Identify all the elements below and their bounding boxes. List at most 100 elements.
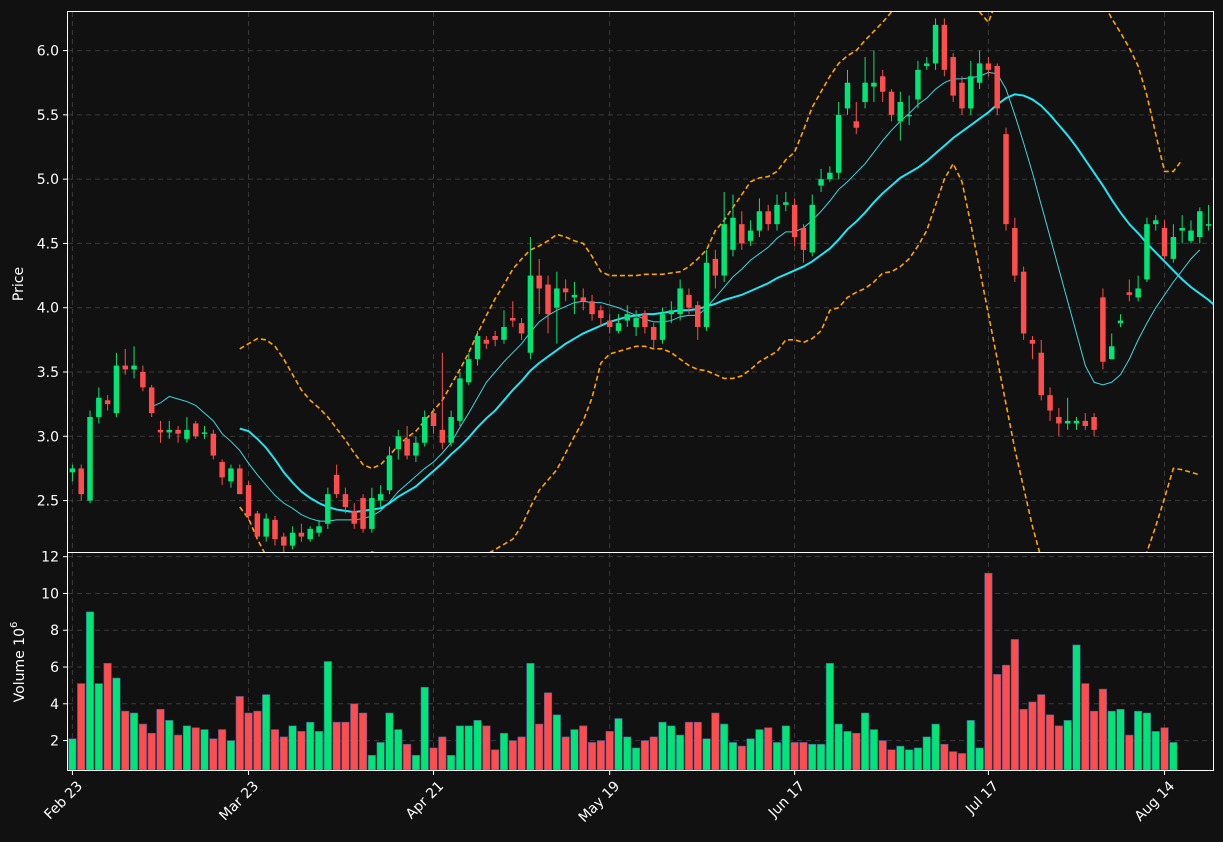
volume-bar: [658, 721, 667, 771]
price-tick-label: 3.0: [37, 429, 59, 445]
candle-body: [668, 310, 675, 315]
candle-body: [827, 172, 833, 180]
volume-bar: [350, 703, 359, 771]
volume-bar: [1028, 701, 1037, 771]
volume-bar: [825, 663, 834, 771]
volume-bar: [975, 747, 984, 771]
candle-body: [1064, 420, 1071, 424]
candle-body: [932, 24, 939, 64]
volume-bar: [781, 725, 790, 771]
volume-bar: [887, 749, 896, 771]
candle-body: [580, 297, 586, 302]
candle-body: [571, 294, 578, 298]
volume-bar: [728, 742, 738, 771]
volume-bar: [922, 736, 931, 771]
candle-body: [1100, 297, 1106, 362]
volume-ylabel: Volume 106: [9, 622, 28, 703]
price-ylabel: Price: [11, 267, 27, 301]
volume-bar: [702, 738, 711, 771]
candle-body: [562, 288, 569, 293]
candle-body: [369, 498, 375, 529]
candle-body: [853, 121, 860, 128]
candle-body: [739, 224, 745, 244]
volume-bar: [68, 738, 77, 771]
volume-bar: [711, 712, 720, 771]
volume-bar: [174, 734, 183, 771]
volume-bar: [834, 723, 843, 771]
volume-bar: [843, 731, 852, 771]
candle-body: [897, 102, 904, 122]
candle-body: [1029, 339, 1036, 344]
volume-bar: [1098, 688, 1107, 771]
price-tick-label: 5.0: [37, 172, 59, 188]
volume-bar: [200, 729, 209, 771]
candle-body: [87, 417, 93, 501]
volume-bar: [684, 721, 693, 771]
candle-body: [642, 314, 648, 327]
candle-body: [1153, 220, 1159, 225]
candle-body: [879, 76, 886, 92]
candle-body: [791, 204, 798, 237]
x-tick-label: Feb 23: [41, 778, 86, 823]
volume-bar: [1037, 694, 1046, 771]
candle-body: [783, 202, 789, 205]
volume-bar: [147, 732, 156, 771]
candle-body: [281, 536, 287, 546]
volume-bar: [209, 738, 218, 771]
volume-bar: [790, 742, 799, 771]
candle-body: [298, 532, 305, 537]
candle-body: [201, 432, 208, 434]
volume-bar: [579, 725, 588, 771]
volume-bar: [993, 674, 1002, 771]
x-tick-label: Mar 23: [216, 778, 262, 824]
volume-tick-label: 6: [50, 660, 59, 676]
candle-body: [959, 82, 965, 109]
volume-bar: [420, 686, 429, 771]
ma-slow-line: [239, 93, 1213, 514]
volume-bar: [817, 743, 826, 771]
candle-body: [1020, 271, 1027, 334]
candle-body: [703, 262, 710, 327]
volume-bar: [332, 721, 341, 771]
volume-bar: [253, 710, 262, 771]
volume-bar: [878, 740, 887, 771]
candle-body: [131, 365, 137, 370]
volume-bar: [596, 740, 605, 771]
candle-body: [245, 485, 252, 516]
candle-body: [404, 438, 410, 456]
candle-body: [466, 359, 472, 383]
candle-body: [906, 114, 912, 117]
candle-body: [589, 301, 595, 315]
candle-body: [598, 310, 604, 318]
volume-bar: [913, 747, 922, 771]
volume-bar: [464, 725, 473, 771]
date-x-ticks: Feb 23 Mar 23 Apr 21 May 19 Jun 17 Jul 17 Aug …: [41, 770, 1178, 826]
candle-body: [325, 494, 331, 524]
volume-bar: [720, 723, 729, 771]
volume-bar: [957, 753, 967, 771]
volume-bar: [1107, 710, 1116, 771]
x-tick-label: May 19: [576, 778, 624, 826]
candle-body: [1003, 134, 1009, 225]
candle-body: [1091, 417, 1097, 430]
volume-bar: [861, 712, 870, 771]
candle-body: [166, 429, 173, 433]
volume-bar: [182, 725, 191, 771]
candle-body: [501, 327, 507, 340]
candle-body: [606, 320, 613, 327]
candle-body: [360, 498, 366, 529]
bollinger-lower-line: [239, 162, 1201, 552]
candle-body: [254, 513, 261, 537]
volume-bar: [279, 736, 288, 771]
volume-bar: [588, 742, 597, 771]
candle-body: [219, 462, 225, 478]
volume-bar: [385, 712, 394, 771]
volume-bar: [1151, 731, 1160, 771]
volume-bar: [517, 736, 526, 771]
candle-body: [272, 519, 278, 540]
volume-bar: [77, 683, 86, 771]
volume-bar: [623, 736, 632, 771]
candle-body: [1108, 346, 1115, 360]
volume-bar: [156, 709, 165, 771]
volume-bar: [984, 572, 993, 771]
